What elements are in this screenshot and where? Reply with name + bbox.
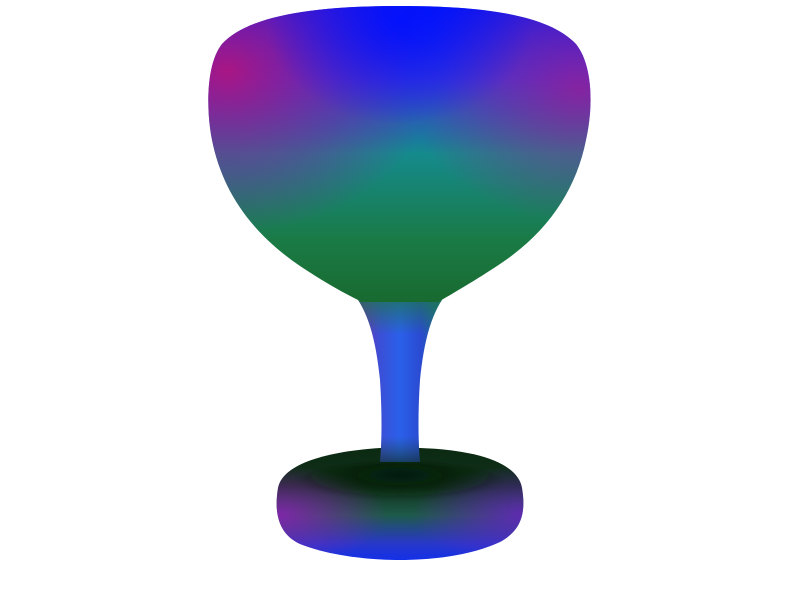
goblet-stem <box>352 292 448 462</box>
goblet-base <box>276 448 524 560</box>
goblet-bowl <box>208 6 591 302</box>
